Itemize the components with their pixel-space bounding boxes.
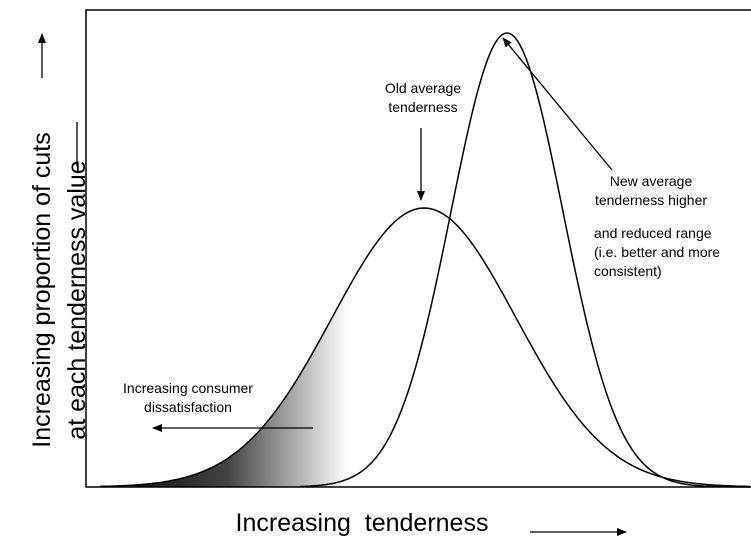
reduced-range-label: and reduced range <box>594 225 712 241</box>
old-average-label: tenderness <box>388 99 457 115</box>
new-average-arrow <box>502 37 613 171</box>
x-axis-label: Increasing tenderness <box>236 509 489 537</box>
new-average-label: New average <box>610 173 693 189</box>
new-distribution-curve <box>299 32 750 488</box>
dissatisfaction-label: dissatisfaction <box>144 399 232 415</box>
dissatisfaction-shading <box>120 288 348 487</box>
reduced-range-label: consistent) <box>594 263 662 279</box>
old-average-label: Old average <box>385 80 461 96</box>
old-distribution-curve <box>100 207 751 488</box>
dissatisfaction-label: Increasing consumer <box>123 380 253 396</box>
new-average-label: tenderness higher <box>595 192 707 208</box>
y-axis-label: Increasing proportion of cuts <box>28 132 56 447</box>
reduced-range-label: (i.e. better and more <box>594 244 720 260</box>
y-axis-label: at each tenderness value <box>63 160 91 439</box>
frame <box>85 9 751 488</box>
